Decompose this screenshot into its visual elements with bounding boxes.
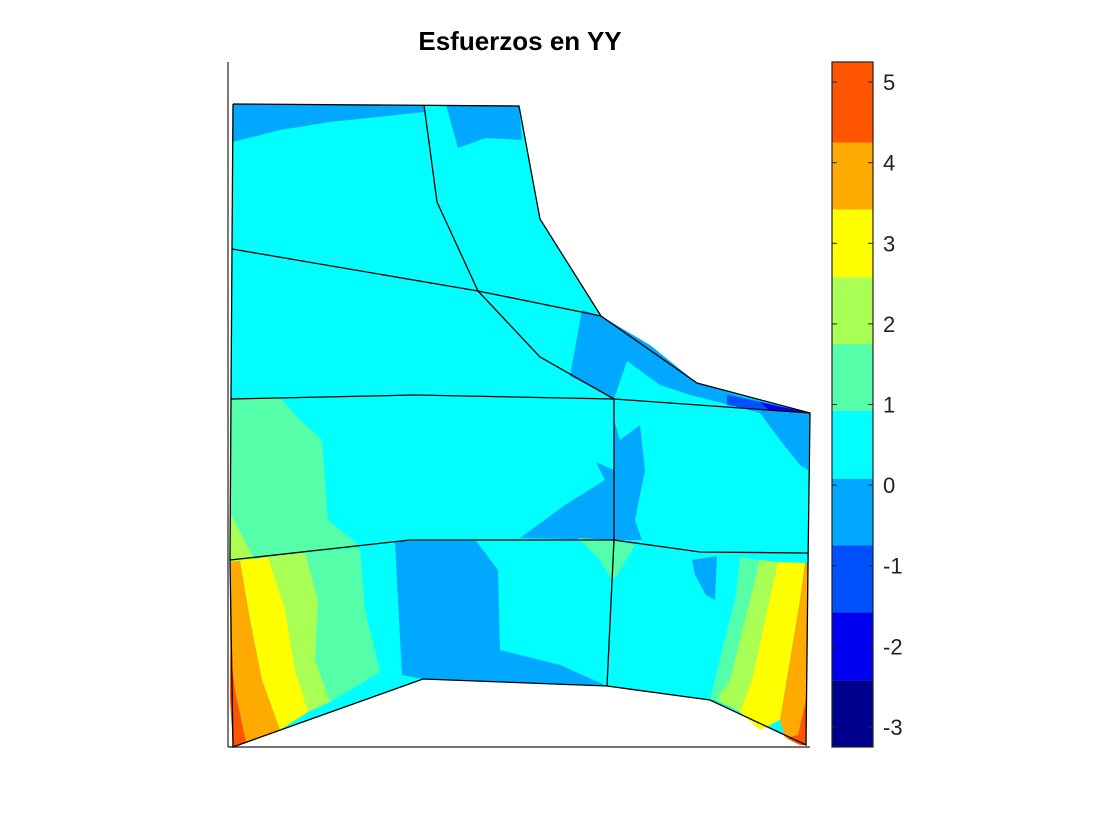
field-band-3-4 [740,562,805,730]
field-band-0-1 [230,104,810,747]
field-band-1-2 [710,557,760,700]
colorbar-band [832,344,873,411]
field-band-neg1-0 [395,541,607,686]
field-band-1-2 [230,398,400,560]
field-band-max [230,650,246,747]
colorbar-band [832,478,873,546]
colorbar-tick-label: 2 [883,312,895,337]
colorbar-band [832,612,873,681]
colorbar-bands [832,62,873,747]
mesh-line [231,248,602,317]
colorbar-tick-label: 1 [883,393,895,418]
colorbar-tick-label: -1 [883,554,903,579]
field-band-neg1-0 [446,105,522,148]
colorbar-band [832,545,873,613]
field-band-neg1-0 [692,556,717,600]
field-band-neg1-0 [233,104,424,142]
colorbar-tick-label: 0 [883,473,895,498]
field-band-neg1-0 [760,413,810,470]
mesh-lines [229,103,811,748]
colorbar-tick-label: 3 [883,231,895,256]
colorbar-band [832,62,873,143]
colorbar: 5 4 3 2 1 0 -1 -2 -3 [831,61,903,748]
colorbar-tick-label: 5 [883,70,895,95]
field-band-3-4 [240,557,308,730]
mesh-outline [229,103,811,748]
field-band-2-3 [716,560,778,712]
axes-frame [227,62,810,748]
colorbar-band [832,209,873,278]
colorbar-band [832,680,873,747]
colorbar-tick-label: -2 [883,634,903,659]
field-band-1-2 [305,548,380,702]
stress-field [230,104,810,747]
mesh-line [229,539,809,561]
field-band-2-3 [268,553,330,712]
colorbar-ticks: 5 4 3 2 1 0 -1 -2 -3 [832,70,903,740]
colorbar-band [832,410,873,479]
colorbar-tick-label: 4 [883,151,895,176]
field-band-max [786,650,807,745]
mesh-line [230,394,811,414]
field-band-1-2 [578,538,635,580]
colorbar-band [832,277,873,345]
field-band-4-5 [780,563,808,738]
field-band-2-3 [230,515,255,562]
colorbar-band [832,142,873,210]
field-band-4-5 [230,561,280,742]
chart-title: Esfuerzos en YY [418,26,622,56]
colorbar-tick-label: -3 [883,715,903,740]
